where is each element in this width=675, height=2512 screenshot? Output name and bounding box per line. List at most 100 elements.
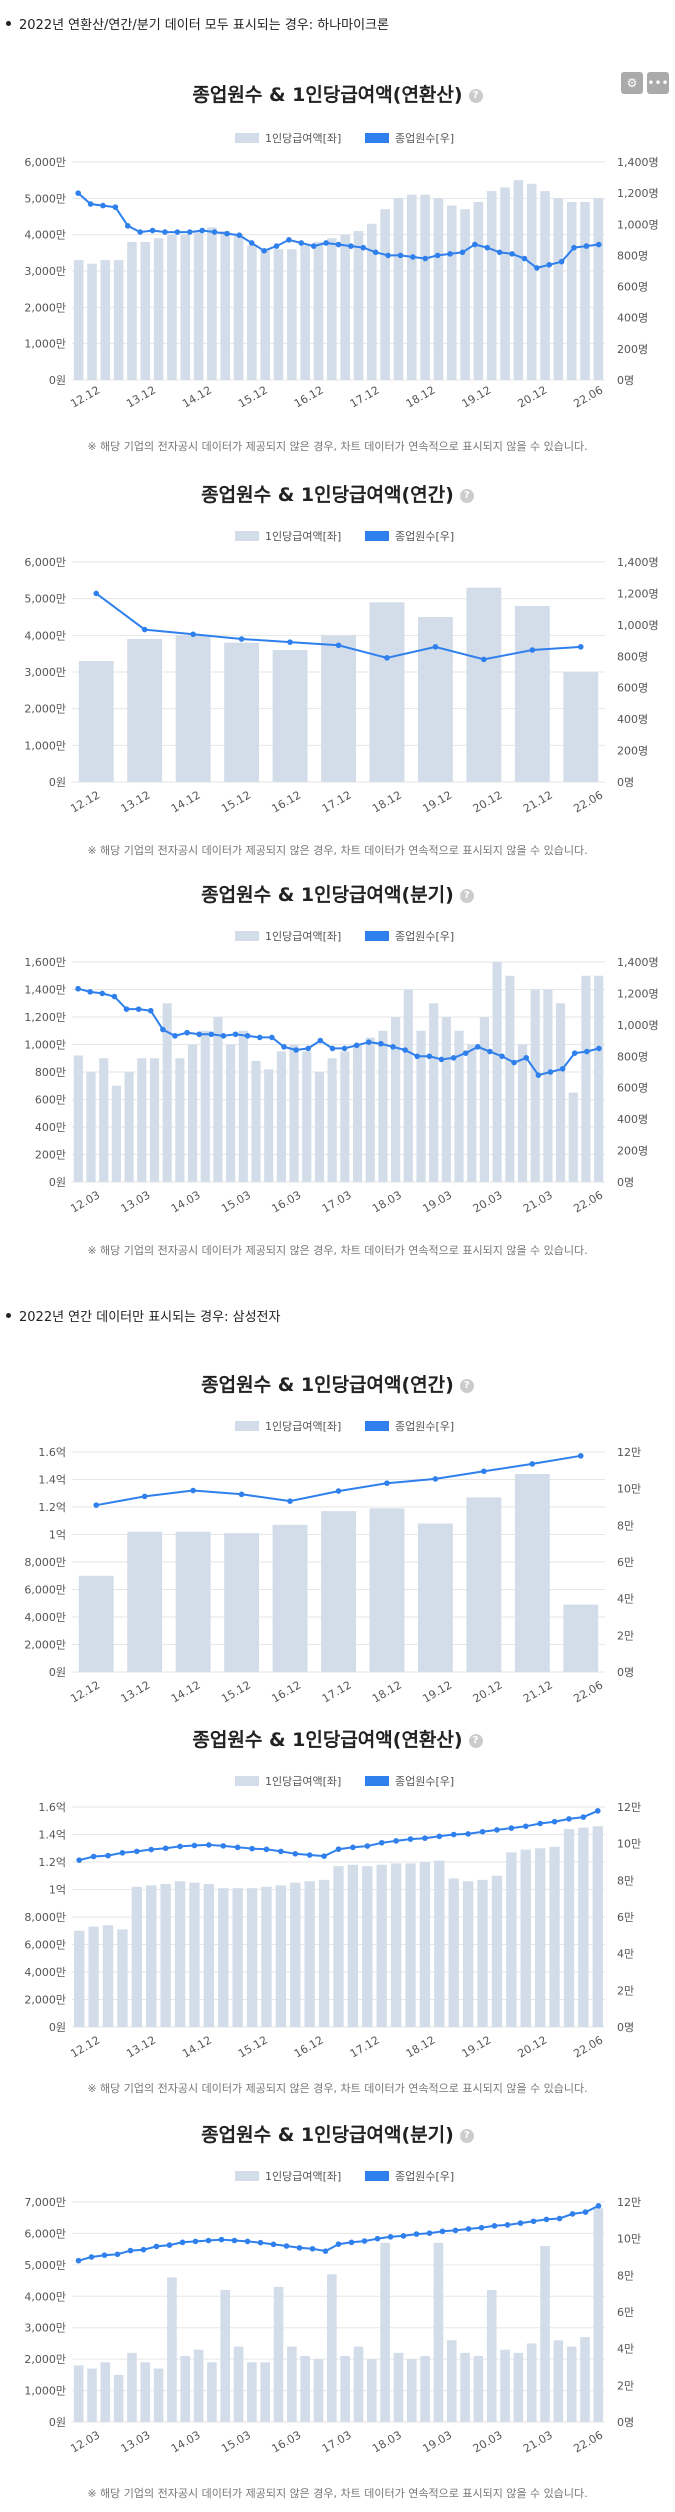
line-point[interactable] [559, 1066, 566, 1072]
line-point[interactable] [393, 1838, 399, 1844]
line-point[interactable] [335, 642, 342, 649]
line-point[interactable] [134, 1848, 140, 1855]
bar[interactable] [367, 223, 377, 380]
bar[interactable] [405, 1863, 416, 2027]
line-point[interactable] [481, 1468, 487, 1475]
line-point[interactable] [426, 1053, 433, 1060]
line-point[interactable] [93, 590, 100, 597]
line-point[interactable] [127, 2247, 134, 2254]
line-point[interactable] [365, 1039, 372, 1045]
bar[interactable] [514, 1474, 550, 1672]
line-point[interactable] [112, 204, 119, 210]
line-point[interactable] [350, 1844, 356, 1851]
bar[interactable] [304, 1881, 315, 2027]
line-point[interactable] [577, 644, 584, 650]
line-point[interactable] [353, 1042, 360, 1049]
bar[interactable] [333, 1866, 344, 2027]
bar[interactable] [486, 191, 497, 380]
bar[interactable] [113, 260, 124, 380]
line-point[interactable] [234, 1844, 241, 1851]
line-point[interactable] [75, 2257, 82, 2264]
bar[interactable] [100, 260, 111, 380]
line-point[interactable] [551, 1818, 558, 1825]
bar[interactable] [207, 227, 217, 380]
line-point[interactable] [310, 243, 317, 249]
bar[interactable] [287, 249, 297, 380]
bar[interactable] [238, 1030, 248, 1182]
line-point[interactable] [569, 2211, 576, 2217]
bar[interactable] [113, 2374, 124, 2422]
bar[interactable] [513, 2352, 524, 2422]
bar[interactable] [466, 587, 502, 782]
bar[interactable] [376, 1864, 387, 2027]
bar[interactable] [534, 1848, 546, 2027]
line-point[interactable] [436, 1833, 443, 1840]
bar[interactable] [167, 2277, 177, 2422]
line-point[interactable] [584, 1048, 590, 1055]
bar[interactable] [403, 989, 413, 1183]
bar[interactable] [287, 2346, 297, 2422]
bar[interactable] [73, 2365, 84, 2422]
line-point[interactable] [509, 251, 515, 257]
line-point[interactable] [546, 261, 553, 268]
bar[interactable] [406, 2359, 417, 2422]
line-point[interactable] [211, 229, 218, 235]
bar[interactable] [352, 1044, 363, 1183]
help-icon[interactable]: ? [459, 488, 474, 503]
bar[interactable] [180, 2356, 191, 2422]
line-point[interactable] [465, 1831, 471, 1837]
bar[interactable] [224, 1533, 260, 1672]
line-point[interactable] [137, 229, 143, 235]
line-point[interactable] [459, 249, 466, 256]
line-point[interactable] [484, 244, 491, 251]
bar[interactable] [553, 198, 564, 380]
line-point[interactable] [166, 2242, 173, 2248]
line-point[interactable] [422, 255, 429, 262]
bar[interactable] [233, 2346, 244, 2422]
bar[interactable] [153, 238, 164, 380]
line-point[interactable] [162, 1845, 169, 1852]
line-point[interactable] [172, 1033, 178, 1039]
line-point[interactable] [432, 644, 439, 650]
line-point[interactable] [335, 2241, 342, 2247]
line-point[interactable] [487, 1048, 493, 1055]
bar[interactable] [491, 1875, 503, 2027]
chart-legend[interactable]: 1인당급여액[좌] 종업원수[우] [235, 2170, 454, 2183]
line-point[interactable] [238, 636, 245, 642]
bar[interactable] [273, 249, 284, 380]
line-point[interactable] [400, 2233, 407, 2239]
bar[interactable] [175, 1531, 211, 1672]
line-point[interactable] [190, 1487, 196, 1494]
line-point[interactable] [90, 1853, 97, 1860]
bar[interactable] [213, 1017, 223, 1182]
bar[interactable] [454, 1030, 464, 1182]
bar[interactable] [553, 2340, 564, 2422]
bar[interactable] [207, 2362, 217, 2422]
bar[interactable] [514, 606, 550, 782]
line-point[interactable] [335, 1846, 342, 1852]
line-point[interactable] [293, 1047, 299, 1053]
bar[interactable] [264, 1069, 274, 1182]
line-point[interactable] [269, 1034, 275, 1041]
bar[interactable] [593, 2208, 604, 2422]
line-point[interactable] [439, 2228, 446, 2235]
line-point[interactable] [184, 1029, 190, 1036]
bar[interactable] [367, 2359, 377, 2422]
line-point[interactable] [148, 1846, 155, 1853]
bar[interactable] [473, 201, 484, 380]
bar[interactable] [78, 1575, 114, 1672]
line-point[interactable] [321, 1853, 327, 1859]
chart-legend[interactable]: 1인당급여액[좌] 종업원수[우] [235, 1420, 454, 1433]
line-point[interactable] [190, 631, 196, 638]
line-point[interactable] [298, 240, 305, 246]
bar[interactable] [321, 1511, 356, 1672]
line-point[interactable] [261, 247, 267, 254]
bar[interactable] [314, 1072, 325, 1182]
bar[interactable] [580, 201, 590, 380]
line-point[interactable] [124, 223, 131, 229]
bar[interactable] [260, 249, 271, 380]
line-point[interactable] [75, 190, 81, 196]
bar[interactable] [149, 1058, 160, 1182]
bar[interactable] [526, 183, 537, 380]
line-point[interactable] [306, 1852, 313, 1858]
